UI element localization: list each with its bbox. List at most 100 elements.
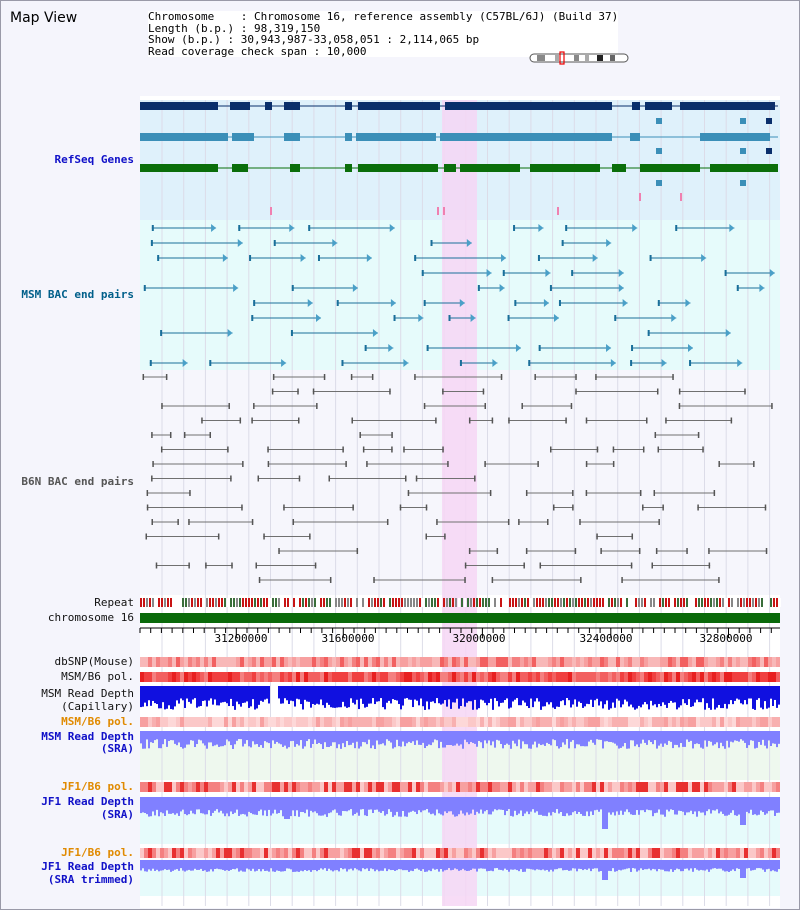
read-depth-bar [342, 731, 344, 744]
bac-end [267, 461, 270, 467]
read-depth-bar [648, 860, 650, 869]
read-depth-bar [550, 797, 552, 816]
read-depth-bar [508, 686, 510, 709]
bac-end [708, 548, 710, 554]
track-label-msm-bac[interactable]: MSM BAC end pairs [21, 288, 134, 301]
read-depth-bar [278, 731, 280, 744]
repeat-element [365, 598, 367, 607]
read-depth-bar [758, 797, 760, 815]
read-depth-bar [470, 686, 472, 702]
polymorphism-cell [312, 657, 316, 667]
read-depth-bar [690, 797, 692, 811]
read-depth-bar [386, 797, 388, 815]
track-label-sra: (SRA) [100, 742, 134, 755]
polymorphism-cell [508, 782, 512, 792]
read-depth-bar [558, 686, 560, 707]
read-depth-bar [212, 686, 214, 705]
read-depth-bar [374, 686, 376, 705]
read-depth-bar [516, 797, 518, 816]
read-depth-bar [598, 686, 600, 706]
read-depth-bar [508, 860, 510, 872]
read-depth-bar [148, 860, 150, 870]
read-depth-bar [444, 731, 446, 748]
read-depth-bar [770, 731, 772, 746]
polymorphism-cell [540, 848, 544, 858]
read-depth-bar [366, 797, 368, 817]
read-depth-bar [274, 860, 276, 872]
track-label-refseq[interactable]: RefSeq Genes [54, 153, 134, 166]
repeat-element [299, 598, 301, 607]
read-depth-bar [538, 860, 540, 870]
polymorphism-cell [668, 672, 672, 682]
read-depth-bar [412, 731, 414, 742]
polymorphism-cell [244, 848, 248, 858]
polymorphism-cell [324, 848, 328, 858]
read-depth-bar [620, 731, 622, 748]
polymorphism-cell [180, 782, 184, 792]
polymorphism-cell [248, 848, 252, 858]
chromosome-ideogram[interactable] [529, 51, 629, 65]
polymorphism-cell [480, 657, 484, 667]
read-depth-bar [678, 860, 680, 870]
polymorphism-cell [408, 717, 412, 727]
bac-end [183, 432, 186, 438]
polymorphism-cell [624, 717, 628, 727]
read-depth-bar [552, 731, 554, 740]
polymorphism-cell [200, 848, 204, 858]
polymorphism-cell [520, 672, 524, 682]
read-depth-bar [702, 731, 704, 749]
repeat-element [608, 598, 610, 607]
polymorphism-cell [528, 657, 532, 667]
read-depth-bar [662, 860, 664, 870]
read-depth-bar [494, 731, 496, 748]
polymorphism-cell [260, 848, 264, 858]
read-depth-bar [476, 686, 478, 710]
polymorphism-cell [440, 782, 444, 792]
polymorphism-cell [320, 717, 324, 727]
polymorphism-cell [328, 672, 332, 682]
read-depth-bar [626, 686, 628, 702]
bac-end [595, 374, 597, 380]
polymorphism-cell [344, 657, 348, 667]
read-depth-bar [378, 731, 380, 745]
read-depth-bar [634, 686, 636, 710]
read-depth-bar [624, 731, 626, 744]
bac-end-arrow [233, 284, 239, 292]
read-depth-bar [736, 860, 738, 869]
bac-end [657, 446, 660, 453]
read-depth-bar [466, 731, 468, 743]
repeat-element [605, 598, 607, 607]
bac-end [575, 374, 577, 380]
read-depth-bar [220, 686, 222, 703]
read-depth-bar [300, 797, 302, 812]
polymorphism-cell [404, 657, 408, 667]
read-depth-bar [148, 797, 150, 817]
polymorphism-cell [608, 782, 612, 792]
track-label-b6n-bac[interactable]: B6N BAC end pairs [21, 475, 134, 488]
polymorphism-cell [492, 848, 496, 858]
read-depth-bar [532, 797, 534, 810]
read-depth-bar [324, 797, 326, 815]
read-depth-bar [720, 860, 722, 869]
read-depth-bar [658, 797, 660, 810]
read-depth-bar [676, 860, 678, 869]
read-depth-bar [180, 797, 182, 812]
polymorphism-cell [348, 657, 352, 667]
bac-end [534, 374, 536, 380]
read-depth-bar [464, 731, 466, 740]
bac-end-arrow [332, 239, 338, 247]
read-depth-bar [432, 731, 434, 743]
read-depth-bar [456, 797, 458, 817]
polymorphism-cell [292, 672, 296, 682]
read-depth-bar [566, 797, 568, 814]
polymorphism-cell [356, 848, 360, 858]
bac-end [297, 388, 299, 395]
read-depth-bar [256, 731, 258, 745]
read-depth-bar [774, 731, 776, 744]
repeat-element [446, 598, 448, 607]
repeat-element [257, 598, 259, 607]
bac-end [550, 446, 552, 453]
polymorphism-cell [328, 717, 332, 727]
bac-end [373, 577, 375, 583]
polymorphism-cell [356, 782, 360, 792]
